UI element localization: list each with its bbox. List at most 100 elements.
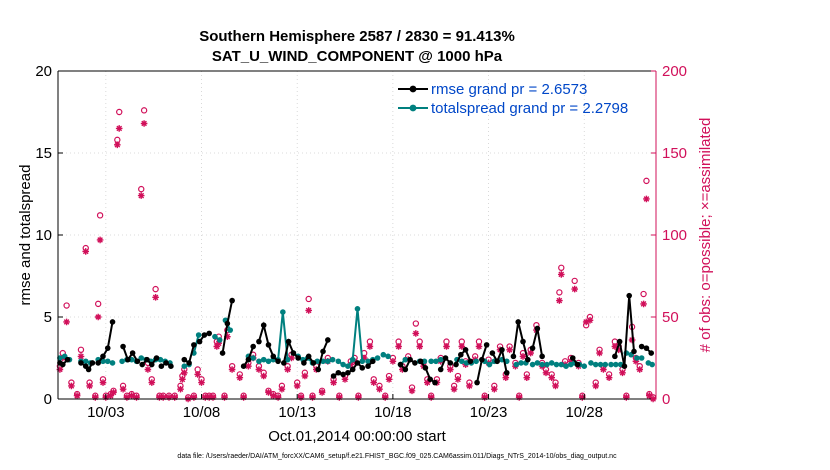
obs-assimilated-point	[255, 366, 263, 373]
obs-assimilated-point	[297, 394, 305, 401]
rmse-point	[59, 361, 66, 368]
obs-assimilated-point	[202, 394, 209, 401]
obs-assimilated-point	[123, 394, 131, 401]
rmse-point	[462, 347, 469, 353]
rmse-point	[417, 358, 424, 365]
obs-assimilated-point	[63, 318, 70, 326]
obs-assimilated-point	[582, 318, 590, 326]
rmse-point	[479, 356, 485, 363]
totalspread-point	[256, 358, 262, 365]
obs-assimilated-point	[293, 382, 301, 390]
rmse-point	[520, 338, 526, 345]
rmse-point	[320, 348, 326, 355]
x-tick-label: 10/23	[470, 404, 508, 421]
obs-assimilated-point	[96, 236, 104, 244]
obs-assimilated-markers	[56, 120, 657, 403]
rmse-point	[453, 361, 459, 368]
totalspread-point	[428, 358, 434, 365]
totalspread-point	[265, 358, 272, 365]
totalspread-point	[212, 333, 218, 340]
obs-assimilated-point	[99, 379, 107, 386]
totalspread-point	[638, 355, 645, 361]
y-tick-label: 20	[35, 63, 52, 80]
rmse-point	[397, 361, 404, 368]
obs-assimilated-point	[556, 297, 563, 304]
obs-assimilated-point	[491, 385, 498, 393]
rmse-point	[369, 358, 376, 365]
rmse-point	[100, 353, 106, 360]
totalspread-point	[608, 361, 614, 368]
totalspread-point	[216, 337, 223, 343]
totalspread-point	[592, 361, 599, 368]
rmse-line-segment	[282, 338, 299, 364]
obs-assimilated-point	[190, 394, 198, 401]
rmse-point	[524, 356, 531, 363]
obs-assimilated-point	[600, 366, 607, 373]
totalspread-point	[57, 355, 63, 361]
obs-assimilated-point	[506, 346, 513, 354]
rmse-point	[442, 355, 449, 361]
obs-assimilated-point	[636, 366, 643, 373]
rmse-point	[412, 360, 418, 366]
totalspread-point	[138, 355, 145, 361]
obs-assimilated-point	[86, 382, 93, 390]
totalspread-point	[544, 361, 550, 368]
x-axis-label: Oct.01,2014 00:00:00 start	[268, 428, 446, 445]
totalspread-point	[349, 356, 356, 363]
y-tick-label: 0	[44, 391, 52, 408]
totalspread-point	[250, 355, 256, 361]
rmse-line-segment	[531, 328, 544, 357]
rmse-point	[345, 369, 351, 376]
rmse-point	[168, 363, 174, 370]
obs-assimilated-point	[213, 343, 221, 350]
chart-subtitle: SAT_U_WIND_COMPONENT @ 1000 hPa	[212, 48, 503, 65]
obs-assimilated-point	[265, 389, 272, 396]
rmse-point	[569, 355, 576, 361]
obs-assimilated-point	[92, 394, 99, 401]
legend-rmse-marker	[409, 85, 417, 93]
totalspread-point	[284, 356, 291, 363]
obs-assimilated-point	[447, 366, 454, 373]
rmse-point	[489, 350, 496, 356]
totalspread-point	[513, 361, 520, 368]
obs-assimilated-point	[148, 379, 156, 386]
obs-assimilated-point	[376, 385, 383, 393]
obs-assimilated-point	[224, 333, 231, 340]
obs-possible-point	[138, 185, 145, 193]
totalspread-point	[433, 358, 439, 365]
rmse-point	[256, 338, 262, 345]
rmse-point	[64, 356, 71, 363]
obs-possible-point	[640, 290, 647, 298]
rmse-point	[407, 356, 413, 363]
rmse-line-segment	[399, 358, 416, 372]
rmse-point	[120, 343, 126, 350]
obs-assimilated-point	[427, 394, 435, 401]
rmse-point	[191, 342, 197, 348]
totalspread-point	[345, 363, 351, 370]
rmse-point	[616, 338, 623, 345]
totalspread-point	[602, 361, 609, 368]
rmse-point	[250, 343, 256, 350]
obs-assimilated-point	[137, 192, 145, 199]
obs-assimilated-point	[270, 392, 277, 399]
left-axis-ticks: 0 5 10 15 20	[35, 63, 63, 408]
totalspread-point	[518, 360, 524, 366]
rmse-point	[125, 356, 131, 363]
totalspread-point	[109, 360, 116, 366]
obs-assimilated-point	[640, 300, 647, 308]
obs-possible-point	[94, 300, 102, 308]
totalspread-point	[354, 306, 361, 312]
rmse-point	[474, 379, 480, 386]
obs-assimilated-point	[260, 372, 267, 380]
rmse-point	[494, 358, 500, 365]
totalspread-point	[280, 309, 286, 315]
totalspread-point	[649, 361, 655, 368]
right-axis-ticks: 0 50 100 150 200	[651, 63, 687, 408]
rmse-point	[144, 356, 150, 363]
obs-possible-point	[63, 302, 70, 309]
rmse-point	[85, 366, 92, 373]
obs-assimilated-point	[228, 366, 236, 373]
rmse-line-segment	[141, 357, 158, 367]
obs-assimilated-point	[140, 120, 148, 127]
obs-assimilated-point	[548, 374, 555, 381]
